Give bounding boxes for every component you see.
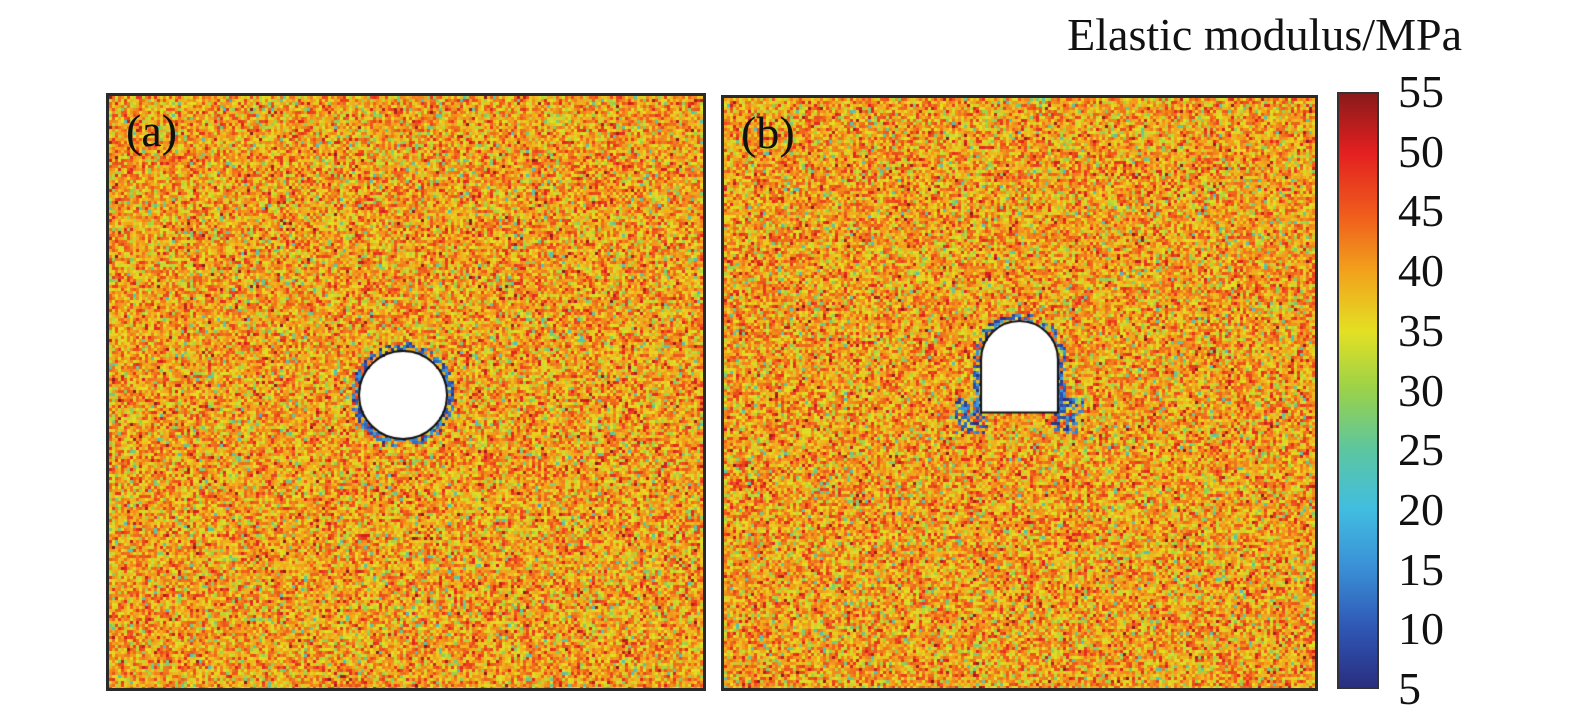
- heatmap-canvas-a: [109, 96, 703, 688]
- colorbar-tick-label: 5: [1398, 663, 1421, 714]
- panel-b-heatmap: (b): [721, 95, 1318, 691]
- colorbar: [1337, 92, 1379, 689]
- panel-b-label: (b): [741, 107, 795, 158]
- colorbar-tick-label: 55: [1398, 66, 1444, 117]
- colorbar-tick-label: 10: [1398, 603, 1444, 655]
- colorbar-tick-label: 40: [1398, 245, 1444, 297]
- colorbar-tick-label: 15: [1398, 543, 1444, 595]
- colorbar-tick-label: 35: [1398, 304, 1444, 356]
- colorbar-tick-label: 45: [1398, 185, 1444, 237]
- colorbar-tick-label: 30: [1398, 364, 1444, 416]
- heatmap-canvas-b: [724, 98, 1315, 688]
- colorbar-title: Elastic modulus/MPa: [1067, 9, 1462, 60]
- panel-a-heatmap: (a): [106, 93, 706, 691]
- panel-a-label: (a): [126, 105, 178, 156]
- colorbar-tick-label: 20: [1398, 483, 1444, 535]
- colorbar-tick-label: 50: [1398, 125, 1444, 177]
- colorbar-tick-label: 25: [1398, 424, 1444, 476]
